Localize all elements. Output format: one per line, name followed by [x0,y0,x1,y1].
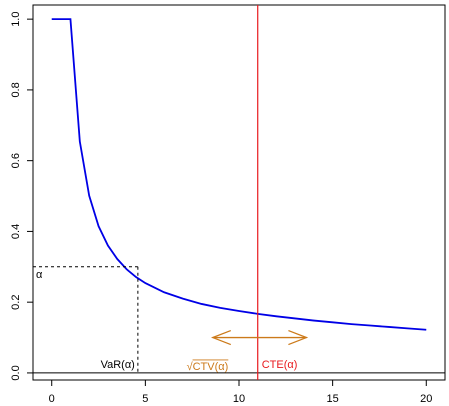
y-tick-label: 0.0 [10,365,22,380]
y-tick-label: 0.4 [10,224,22,239]
ctv-arrowhead-left [210,329,232,346]
ctv-arrowhead-right [288,329,309,346]
y-tick-label: 0.8 [10,82,22,97]
y-tick-label: 0.6 [10,153,22,168]
alpha-label: α [36,269,43,281]
annotations: α VaR(α) CTE(α) √CTV(α) [33,5,309,380]
x-tick-label: 10 [233,393,245,405]
x-tick-label: 5 [142,393,148,405]
y-tick-label: 1.0 [10,12,22,27]
x-tick-label: 0 [49,393,55,405]
x-tick-label: 15 [327,393,339,405]
survival-curve [51,18,427,331]
ctv-label: √CTV(α) [187,361,229,373]
axes: 0 5 10 15 20 0.0 0.2 0.4 0.6 0.8 1.0 [10,12,432,405]
y-tick-label: 0.2 [10,295,22,310]
marks [33,18,445,374]
var-label: VaR(α) [101,359,135,371]
plot-frame [32,4,446,381]
cte-label: CTE(α) [262,359,298,371]
x-tick-label: 20 [420,393,432,405]
